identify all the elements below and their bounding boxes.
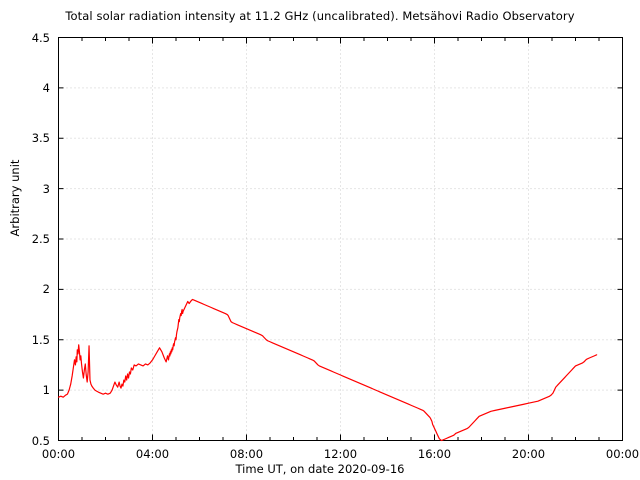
- y-tick-label: 3: [42, 181, 50, 196]
- chart-title: Total solar radiation intensity at 11.2 …: [65, 9, 575, 23]
- x-axis-label: Time UT, on date 2020-09-16: [235, 462, 405, 476]
- plot-frame: [58, 37, 623, 441]
- gridlines: [58, 37, 623, 441]
- y-tick-label: 4: [42, 80, 50, 95]
- y-tick-label: 2.5: [31, 232, 50, 246]
- y-tick-label: 3.5: [31, 131, 50, 146]
- y-tick-label: 4.5: [31, 30, 50, 45]
- y-tick-label: 1: [42, 383, 50, 398]
- axis-ticks: [58, 37, 623, 441]
- y-axis-label: Arbitrary unit: [8, 159, 22, 237]
- y-tick-label: 1.5: [31, 332, 50, 347]
- x-tick-label: 12:00: [323, 446, 358, 461]
- data-series-group: [57, 298, 598, 442]
- x-tick-label: 04:00: [135, 446, 170, 461]
- y-tick-label: 2: [42, 282, 50, 297]
- x-tick-label: 20:00: [511, 446, 546, 461]
- x-tick-label: 00:00: [605, 446, 640, 461]
- x-tick-label: 00:00: [41, 446, 76, 461]
- y-tick-label: 0.5: [31, 433, 50, 448]
- x-tick-label: 08:00: [229, 446, 264, 461]
- x-tick-label: 16:00: [417, 446, 452, 461]
